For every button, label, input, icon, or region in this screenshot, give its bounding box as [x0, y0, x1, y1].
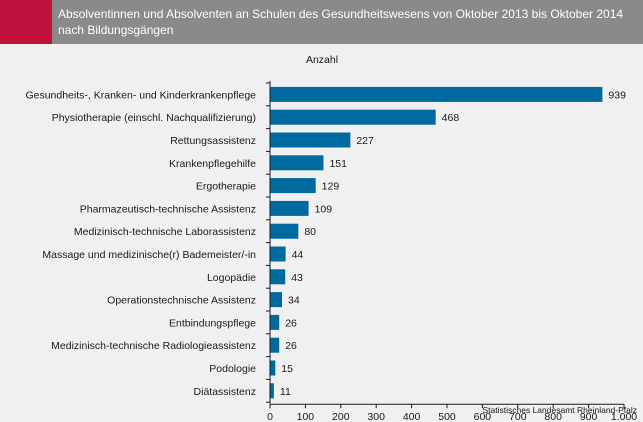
bar [270, 86, 603, 102]
x-tick-label: 0 [267, 411, 273, 422]
data-label: 468 [442, 112, 460, 124]
data-label: 26 [285, 340, 297, 352]
category-label: Medizinisch-technische Laborassistenz [74, 226, 256, 238]
x-tick-label: 300 [367, 411, 385, 422]
data-label: 80 [304, 226, 316, 238]
bar [270, 178, 316, 194]
bar [270, 269, 286, 285]
x-tick-label: 1.000 [611, 411, 637, 422]
bar [270, 360, 276, 376]
bar [270, 223, 299, 239]
bar [270, 314, 280, 330]
category-label: Operationstechnische Assistenz [107, 295, 256, 307]
x-tick-label: 700 [509, 411, 527, 422]
category-label: Krankenpflegehilfe [169, 158, 256, 170]
header-bar [0, 0, 643, 44]
unit-label: Anzahl [306, 54, 338, 66]
bar [270, 383, 274, 399]
data-label: 227 [356, 135, 374, 147]
data-label: 44 [292, 249, 304, 261]
data-label: 26 [285, 317, 297, 329]
x-tick-label: 800 [544, 411, 562, 422]
category-label: Logopädie [207, 272, 256, 284]
category-label: Diätassistenz [194, 386, 256, 398]
bar [270, 337, 280, 353]
category-label: Entbindungspflege [169, 317, 256, 329]
data-label: 43 [291, 272, 303, 284]
data-label: 34 [288, 295, 300, 307]
category-label: Rettungsassistenz [170, 135, 256, 147]
x-tick-label: 600 [474, 411, 492, 422]
x-tick-label: 500 [438, 411, 456, 422]
bar [270, 155, 324, 171]
x-tick-label: 400 [403, 411, 421, 422]
bar [270, 246, 286, 262]
source-note: Statistisches Landesamt Rheinland-Pfalz [482, 405, 638, 415]
bar [270, 292, 283, 308]
x-tick-label: 100 [297, 411, 315, 422]
category-label: Pharmazeutisch-technische Assistenz [80, 203, 256, 215]
data-label: 15 [281, 363, 293, 375]
data-label: 11 [280, 386, 291, 398]
data-label: 129 [322, 181, 340, 193]
data-label: 151 [329, 158, 347, 170]
bar [270, 200, 309, 216]
category-label: Massage und medizinische(r) Bademeister/… [42, 249, 256, 261]
category-label: Medizinisch-technische Radiologieassiste… [51, 340, 256, 352]
category-label: Physiotherapie (einschl. Nachqualifizier… [52, 112, 256, 124]
bar [270, 132, 351, 148]
x-tick-label: 200 [332, 411, 350, 422]
data-label: 109 [315, 203, 333, 215]
category-label: Gesundheits-, Kranken- und Kinderkranken… [25, 89, 256, 101]
bar [270, 109, 436, 125]
header-accent [0, 0, 52, 44]
chart-title: Absolventinnen und Absolventen an Schule… [58, 7, 624, 37]
data-label: 939 [608, 89, 626, 101]
category-label: Podologie [209, 363, 256, 375]
x-tick-label: 900 [580, 411, 598, 422]
category-label: Ergotherapie [196, 181, 256, 193]
